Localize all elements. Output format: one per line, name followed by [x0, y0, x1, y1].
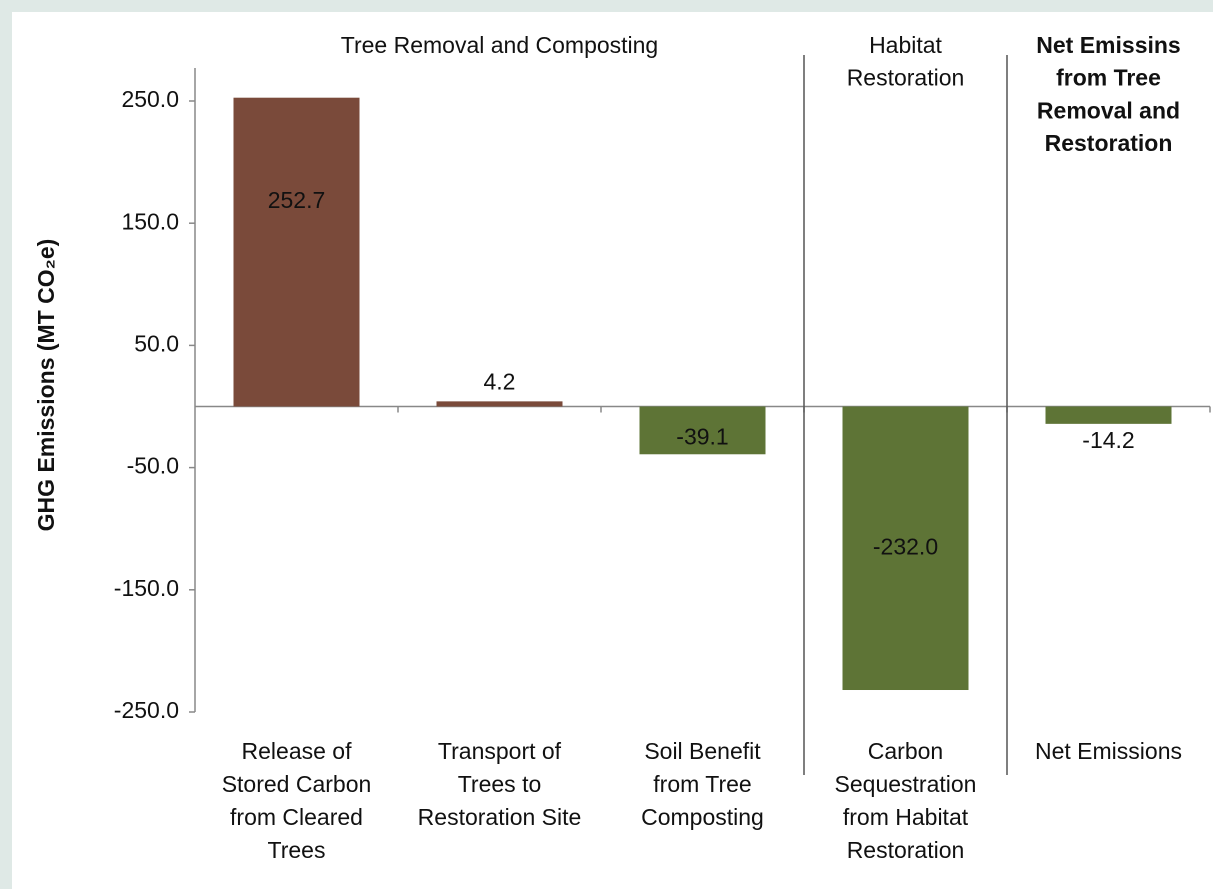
- bar: [842, 406, 969, 691]
- x-tick-label-line: Net Emissions: [1035, 738, 1182, 764]
- x-tick-label-line: Restoration Site: [418, 804, 582, 830]
- x-tick-label-line: from Habitat: [843, 804, 969, 830]
- y-axis-label: GHG Emissions (MT CO₂e): [33, 239, 59, 532]
- group-label-line: Habitat: [869, 32, 942, 58]
- group-label: Tree Removal and Composting: [341, 32, 658, 58]
- data-label: -232.0: [873, 533, 938, 559]
- x-tick-label-line: from Cleared: [230, 804, 363, 830]
- x-tick-label-line: Release of: [242, 738, 353, 764]
- data-label: -14.2: [1082, 427, 1134, 453]
- y-tick-label: 50.0: [134, 330, 179, 356]
- x-tick-label-line: Transport of: [438, 738, 562, 764]
- group-label: Habitat Restoration: [847, 32, 965, 91]
- data-label: -39.1: [676, 424, 728, 450]
- x-tick-label-line: Trees: [268, 837, 326, 863]
- bar: [233, 97, 360, 407]
- y-tick-label: 150.0: [121, 208, 179, 234]
- x-tick-label-line: Sequestration: [835, 771, 977, 797]
- bar: [1045, 406, 1172, 424]
- group-label-line: Tree Removal and Composting: [341, 32, 658, 58]
- x-tick-label-line: Carbon: [868, 738, 943, 764]
- x-tick-label: Transport of Trees to Restoration Site: [418, 738, 582, 830]
- x-tick-label-line: from Tree: [653, 771, 751, 797]
- x-tick-label: Soil Benefit from Tree Composting: [641, 738, 764, 830]
- group-label-line: Removal and: [1037, 97, 1180, 123]
- x-tick-label-line: Composting: [641, 804, 764, 830]
- x-tick-label: Release of Stored Carbon from Cleared Trees: [222, 738, 372, 863]
- x-tick-label-line: Trees to: [458, 771, 542, 797]
- bar: [639, 406, 766, 455]
- data-label: 4.2: [484, 368, 516, 394]
- group-label-line: Restoration: [847, 65, 965, 91]
- y-tick-label: 250.0: [121, 86, 179, 112]
- group-label: Net Emissins from Tree Removal and Restorat…: [1036, 32, 1180, 156]
- chart-panel: [12, 12, 1213, 889]
- x-tick-label: Carbon Sequestration from Habitat Restorati…: [835, 738, 977, 863]
- x-tick-label-line: Restoration: [847, 837, 965, 863]
- group-label-line: Net Emissins: [1036, 32, 1180, 58]
- y-tick-label: -150.0: [114, 575, 179, 601]
- x-tick-label-line: Soil Benefit: [644, 738, 761, 764]
- bar: [436, 401, 563, 407]
- y-tick-label: -50.0: [127, 453, 179, 479]
- y-tick-label: -250.0: [114, 697, 179, 723]
- group-label-line: Restoration: [1045, 130, 1173, 156]
- group-label-line: from Tree: [1056, 65, 1161, 91]
- x-tick-label: Net Emissions: [1035, 738, 1182, 764]
- data-label: 252.7: [268, 187, 326, 213]
- x-tick-label-line: Stored Carbon: [222, 771, 372, 797]
